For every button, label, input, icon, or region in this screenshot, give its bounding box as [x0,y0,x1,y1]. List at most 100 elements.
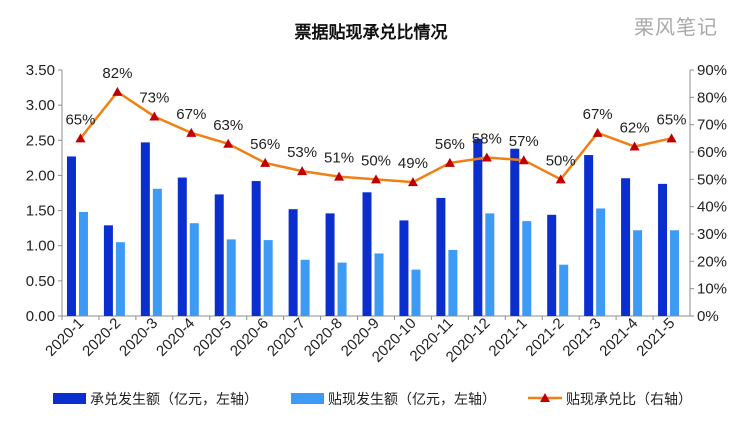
bar-acceptance [251,181,261,316]
ratio-marker [444,157,455,167]
bar-discount [522,221,532,316]
ratio-marker [112,86,123,96]
bar-acceptance [66,156,76,316]
y-right-tick-label: 80% [697,89,727,106]
y-left-tick-label: 1.50 [26,203,55,220]
ratio-data-label: 63% [213,117,243,134]
y-right-tick-label: 20% [697,253,727,270]
y-right-tick-label: 30% [697,226,727,243]
bar-acceptance [584,155,594,316]
chart-title: 票据贴现承兑比情况 [295,22,448,42]
bar-acceptance [473,138,483,316]
ratio-marker [371,174,381,184]
ratio-data-label: 56% [435,136,465,153]
ratio-marker [186,127,197,137]
y-left-tick-label: 1.00 [26,238,55,255]
x-tick-label: 2021-3 [559,315,604,360]
bar-discount [189,223,199,316]
bar-acceptance [103,225,113,316]
y-left-tick-label: 3.50 [26,62,55,79]
x-tick-label: 2021-1 [486,315,531,360]
y-right-tick-label: 90% [697,62,727,79]
bar-discount [411,269,421,316]
bar-discount [78,211,88,316]
ratio-data-label: 50% [546,152,576,169]
legend-label-ratio: 贴现承兑比（右轴） [566,391,692,407]
bar-discount [374,253,384,316]
ratio-marker [223,138,234,148]
ratio-marker [75,133,86,143]
ratio-marker [260,157,271,167]
ratio-data-label: 67% [583,106,613,123]
ratio-marker [555,174,566,184]
x-tick-label: 2020-2 [79,315,124,360]
ratio-marker [518,155,529,165]
ratio-data-label: 49% [398,155,428,172]
x-tick-label: 2020-4 [153,315,198,360]
ratio-marker [297,166,308,176]
legend-label-acceptance: 承兑发生额（亿元，左轴） [90,391,258,407]
bar-discount [448,249,458,316]
x-tick-label: 2021-4 [596,315,641,360]
bar-discount [226,239,236,316]
ratio-marker [666,133,677,143]
ratio-data-label: 51% [324,150,354,167]
legend-swatch-discount [291,393,324,404]
legend-label-discount: 贴现发生额（亿元，左轴） [328,391,496,407]
bar-discount [263,240,273,316]
bar-acceptance [436,197,446,316]
ratio-data-label: 82% [102,65,132,82]
bar-acceptance [658,183,668,316]
bar-discount [337,262,347,316]
x-tick-label: 2021-2 [522,315,567,360]
ratio-data-label: 58% [472,130,502,147]
bar-discount [670,230,680,316]
y-right-tick-label: 40% [697,199,727,216]
y-right-tick-label: 60% [697,144,727,161]
legend-swatch-acceptance [53,393,86,404]
bar-acceptance [362,192,372,316]
bar-discount [559,264,569,316]
bar-discount [485,213,495,316]
bar-acceptance [288,209,298,316]
ratio-data-label: 62% [620,120,650,137]
ratio-data-label: 73% [139,89,169,106]
y-left-tick-label: 0.00 [26,308,55,325]
bar-acceptance [399,220,409,316]
ratio-marker [407,177,418,187]
ratio-data-label: 57% [509,133,539,150]
x-tick-label: 2020-7 [264,315,309,360]
ratio-marker [334,171,345,181]
bar-acceptance [140,142,150,316]
bar-discount [115,242,125,316]
y-right-tick-label: 50% [697,171,727,188]
ratio-data-label: 67% [176,106,206,123]
bar-discount [152,188,162,316]
y-left-tick-label: 3.00 [26,97,55,114]
ratio-data-label: 65% [65,111,95,128]
ratio-marker [481,152,492,162]
x-tick-label: 2020-5 [190,315,235,360]
ratio-marker [592,127,603,137]
bar-discount [633,230,643,316]
y-left-tick-label: 2.50 [26,132,55,149]
bar-acceptance [547,214,557,316]
ratio-marker [629,141,640,151]
bar-acceptance [177,177,187,316]
ratio-data-label: 56% [250,136,280,153]
bar-acceptance [510,148,520,316]
bar-acceptance [214,194,224,316]
watermark: 栗风笔记 [634,16,718,39]
y-right-tick-label: 70% [697,117,727,134]
bar-discount [300,259,310,316]
ratio-data-label: 65% [657,111,687,128]
x-tick-label: 2020-6 [227,315,272,360]
y-right-tick-label: 0% [697,308,719,325]
y-left-tick-label: 0.50 [26,273,55,290]
legend-swatch-ratio-marker [540,393,550,402]
bar-acceptance [621,178,631,316]
x-tick-label: 2020-8 [301,315,346,360]
bar-discount [596,208,606,316]
bar-acceptance [325,213,335,316]
